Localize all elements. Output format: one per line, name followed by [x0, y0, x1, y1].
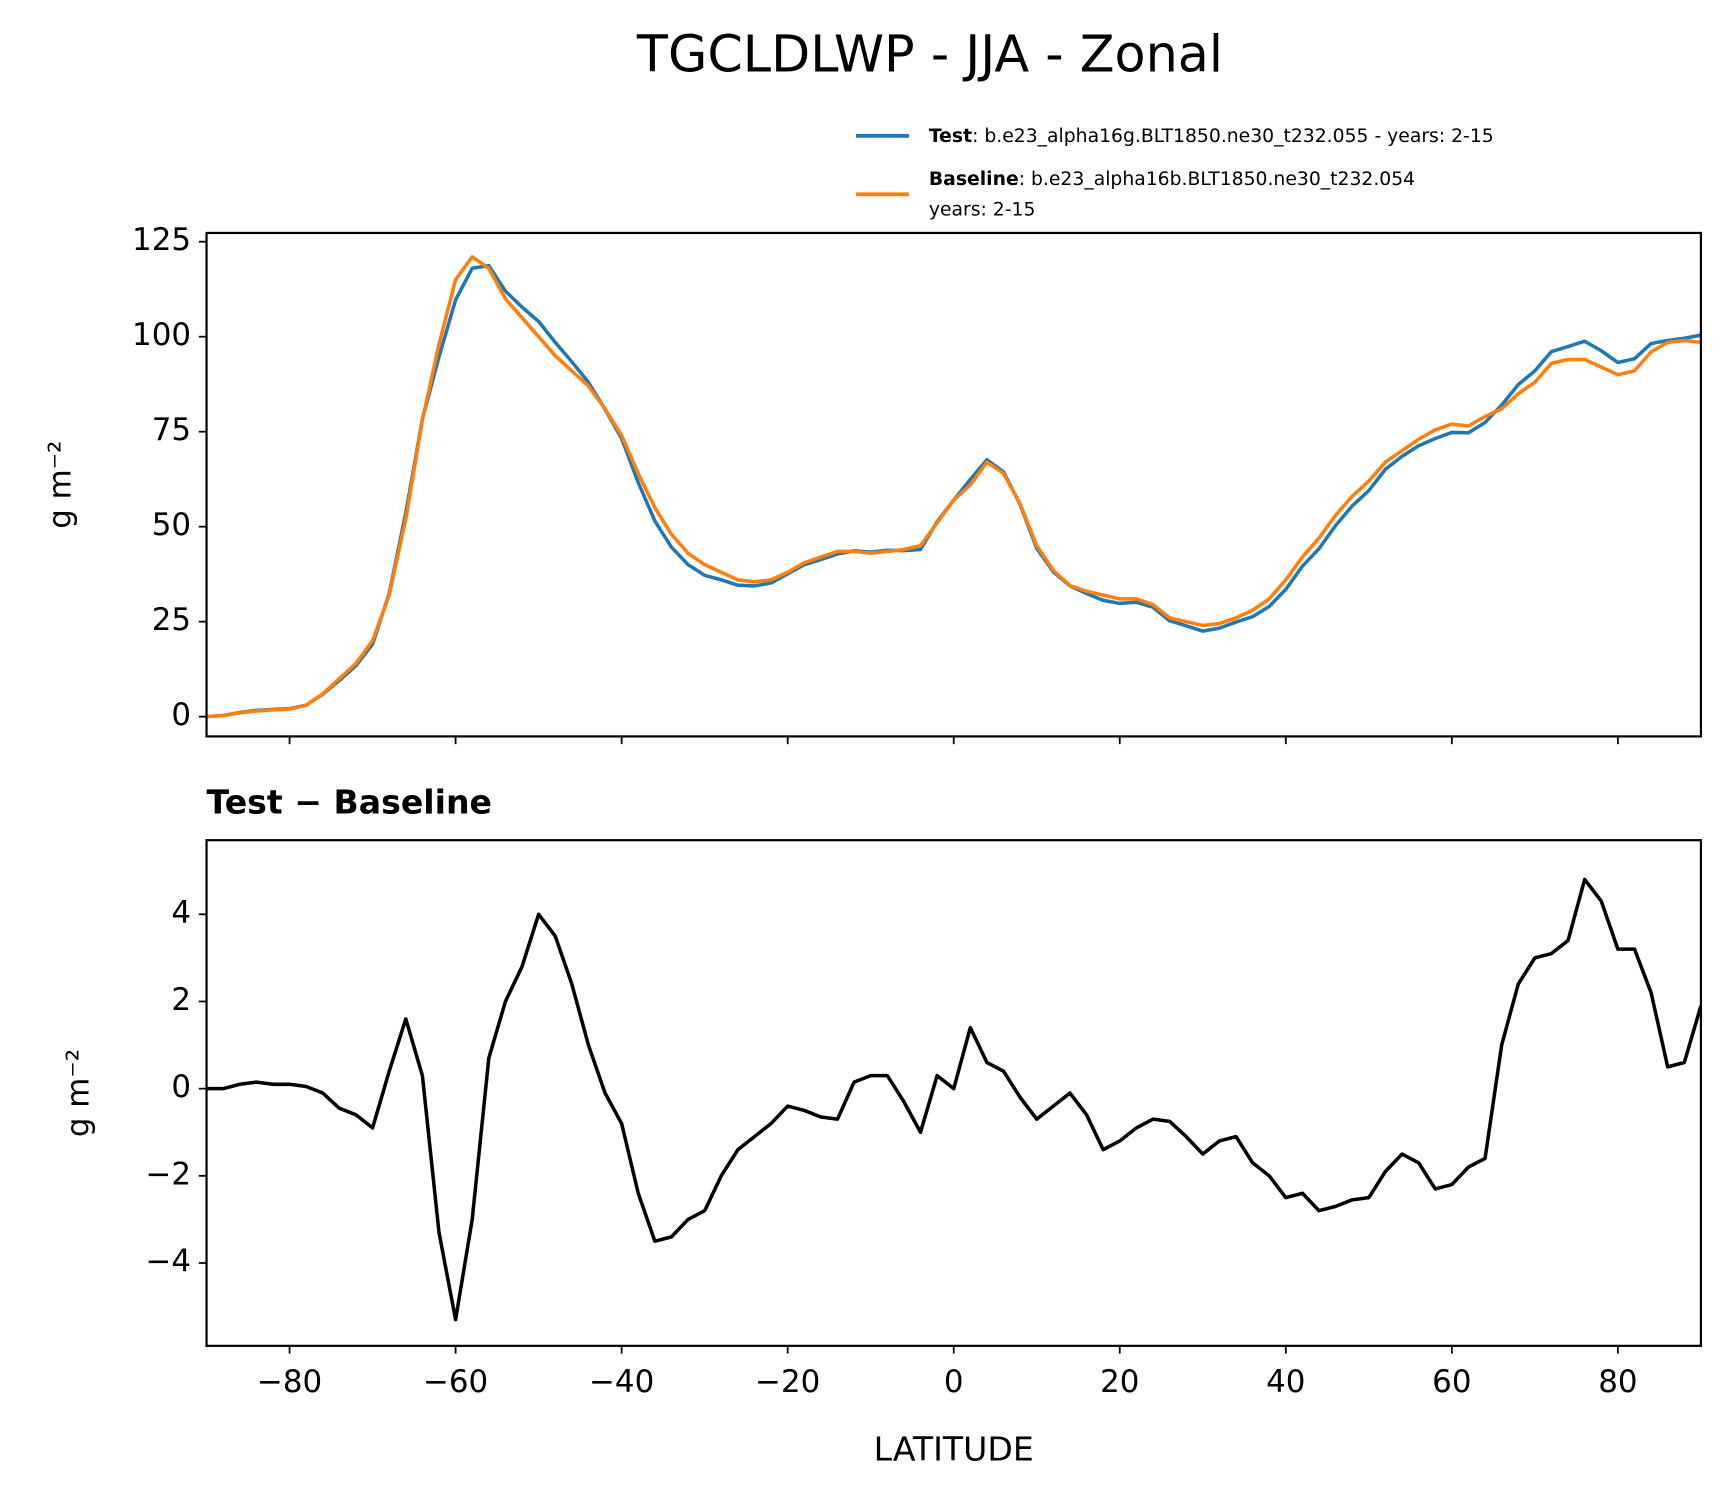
x-tick-label: −80 — [257, 1364, 322, 1400]
x-tick-label: 60 — [1432, 1364, 1471, 1400]
y-tick-label: 75 — [152, 412, 191, 448]
axes-frame — [205, 231, 1703, 738]
series-line — [206, 255, 1701, 719]
series-line — [206, 263, 1701, 719]
y-tick-label: 125 — [132, 222, 191, 258]
x-tick-label: 20 — [1100, 1364, 1139, 1400]
x-tick-label: 0 — [944, 1364, 964, 1400]
y-axis-label: g m⁻² — [43, 441, 79, 529]
axes-title: Test − Baseline — [207, 783, 493, 822]
x-tick-label: 40 — [1266, 1364, 1305, 1400]
y-tick-label: 25 — [152, 602, 191, 638]
legend-entry: Test: b.e23_alpha16g.BLT1850.ne30_t232.0… — [929, 125, 1494, 146]
y-tick-label: 0 — [171, 697, 191, 733]
y-axis-label: g m⁻² — [60, 1049, 96, 1137]
legend-entry: Baseline: b.e23_alpha16b.BLT1850.ne30_t2… — [929, 168, 1415, 189]
legend: Test: b.e23_alpha16g.BLT1850.ne30_t232.0… — [855, 125, 1494, 220]
legend-name: Test — [929, 125, 972, 146]
axes-frame — [205, 839, 1703, 1347]
legend-name: Baseline — [929, 168, 1019, 189]
series-line — [206, 877, 1701, 1322]
legend-label: years: 2-15 — [929, 199, 1036, 220]
y-tick-label: 50 — [152, 507, 191, 543]
x-axis-label: LATITUDE — [874, 1430, 1034, 1469]
x-tick-label: −60 — [423, 1364, 488, 1400]
x-tick-label: −40 — [589, 1364, 654, 1400]
legend-label: : b.e23_alpha16b.BLT1850.ne30_t232.054 — [1019, 168, 1415, 189]
x-tick-label: −20 — [755, 1364, 820, 1400]
y-tick-label: 0 — [171, 1069, 191, 1105]
figure-title: TGCLDLWP - JJA - Zonal — [636, 24, 1223, 83]
legend-label: : b.e23_alpha16g.BLT1850.ne30_t232.055 -… — [972, 125, 1494, 146]
y-tick-label: 100 — [132, 317, 191, 353]
y-tick-label: −2 — [146, 1156, 192, 1192]
y-tick-label: 4 — [171, 895, 191, 931]
y-tick-label: 2 — [171, 982, 191, 1018]
y-tick-label: −4 — [146, 1244, 192, 1280]
x-tick-label: 80 — [1598, 1364, 1637, 1400]
